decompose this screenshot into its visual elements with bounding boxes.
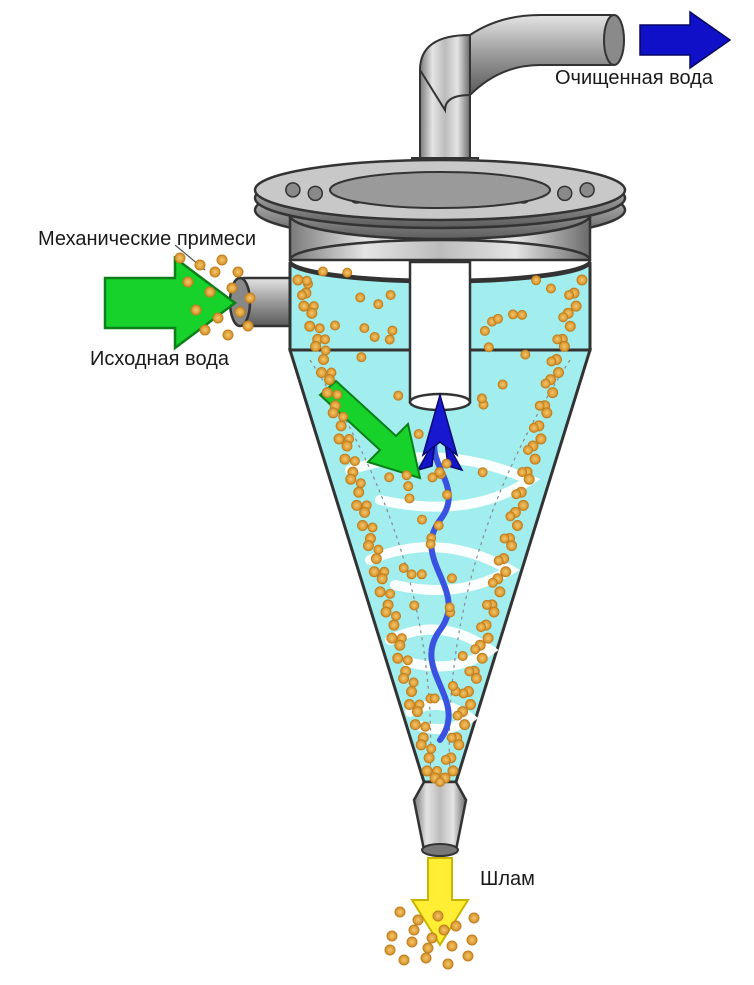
label-source-water: Исходная вода [90,348,229,371]
hydrocyclone-diagram [0,0,754,985]
label-clean-water: Очищенная вода [555,67,713,90]
outlet-pipe [412,15,624,172]
outlet-arrow [640,12,730,68]
label-sludge: Шлам [480,868,535,891]
label-mech-impurities: Механические примеси [38,228,256,251]
underflow-nozzle [414,782,466,856]
